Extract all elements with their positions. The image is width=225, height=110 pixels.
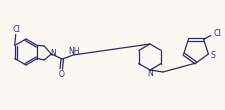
Text: S: S (210, 50, 215, 60)
Text: NH: NH (68, 47, 80, 56)
Text: O: O (58, 70, 64, 79)
Text: Cl: Cl (213, 29, 220, 38)
Text: N: N (50, 49, 56, 58)
Text: N: N (146, 69, 152, 78)
Text: Cl: Cl (13, 25, 21, 34)
